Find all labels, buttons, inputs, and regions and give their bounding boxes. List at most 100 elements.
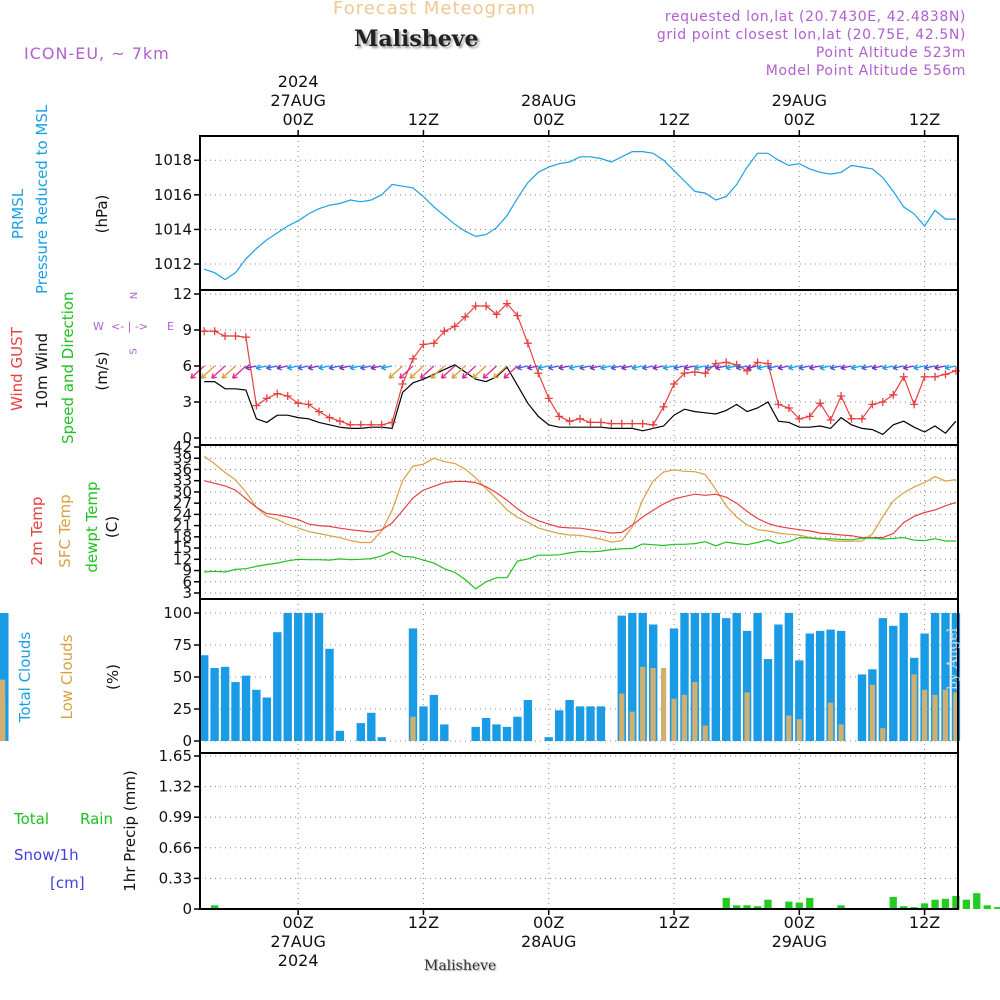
y-tick-label: 1.65 [159, 747, 192, 765]
precip-bar [941, 898, 950, 909]
compass-n: N [129, 291, 141, 300]
top-time-label: 12Z [624, 72, 724, 129]
wind-gust-marker [346, 420, 355, 429]
wind-gust-marker [555, 412, 564, 421]
precip-bar [994, 907, 1000, 909]
wind-direction-arrow [516, 364, 528, 371]
bottom-time-label-line: 12Z [908, 913, 941, 932]
top-time-label: 29AUG 00Z [749, 72, 849, 129]
wind-direction-arrow [725, 364, 737, 371]
wind-gust-marker [325, 413, 334, 422]
bottom-time-label: 12Z [373, 913, 473, 970]
y-tick-label: 18 [173, 528, 192, 546]
wind-gust-marker [241, 333, 250, 342]
total-cloud-bar [200, 655, 209, 741]
sfc-temp-line [203, 455, 956, 544]
total-cloud-bar [325, 648, 334, 741]
low-cloud-bar [911, 674, 917, 741]
precip-bar [900, 906, 908, 909]
y-tick-label: 1014 [154, 220, 192, 238]
wind-direction-arrow [370, 364, 382, 371]
wind-direction-arrow [482, 365, 497, 379]
low-cloud-bar [838, 724, 844, 741]
wind-gust-marker [492, 310, 501, 319]
low-cloud-bar [619, 693, 625, 741]
bottom-time-label-line [875, 951, 975, 970]
wind-direction-arrow [788, 364, 800, 371]
low-cloud-bar [796, 719, 802, 741]
precip-bar [764, 899, 772, 909]
precip-bar [753, 906, 762, 909]
rain-label: Rain [80, 810, 113, 828]
pressure-unit-label: (hPa) [93, 194, 111, 234]
wind-direction-arrow [318, 364, 330, 371]
wind-direction-arrow [579, 364, 591, 371]
total-cloud-bar [544, 737, 553, 741]
y-tick-label: 0.99 [159, 808, 192, 826]
wind-gust-marker [461, 312, 470, 321]
wind-direction-arrow [388, 365, 404, 379]
y-tick-label: 1.32 [159, 778, 192, 796]
wind-direction-arrow [266, 364, 278, 371]
y-tick-label: 0.66 [159, 839, 192, 857]
wind-direction-arrow [568, 364, 581, 371]
top-time-label-line: 28AUG [521, 91, 577, 110]
bottom-time-label-line: 00Z [533, 913, 565, 932]
wind-gust-marker [419, 340, 428, 349]
bottom-time-label-line [624, 932, 724, 951]
total-rain-label: Total [14, 810, 50, 828]
wind-direction-arrow [211, 365, 226, 379]
wind-direction-arrow [349, 364, 361, 371]
wind-direction-arrow [652, 364, 664, 371]
low-cloud-bar [953, 692, 959, 741]
wind-direction-arrow [662, 364, 675, 371]
footer-location: Malisheve [424, 958, 497, 974]
top-time-label-line: 2024 [277, 72, 319, 91]
top-time-label-line: 12Z [407, 110, 440, 129]
total-cloud-bar [367, 712, 376, 741]
total-cloud-bar [690, 613, 700, 741]
total-cloud-bar [930, 613, 940, 741]
wind-direction-arrow [673, 364, 685, 371]
top-time-label-line [875, 72, 975, 91]
wind-direction-arrow [286, 364, 299, 371]
total-cloud-bar [711, 613, 720, 741]
total-cloud-bar [356, 723, 365, 741]
bottom-time-label: 00Z 29AUG [749, 913, 849, 970]
bottom-time-label-line: 12Z [658, 913, 690, 932]
compass-horizontal: <- | -> [111, 320, 149, 333]
wind-direction-arrow [892, 364, 904, 371]
wind-direction-arrow [808, 364, 821, 371]
wind-direction-arrow [902, 364, 915, 371]
total-cloud-bar [680, 613, 689, 741]
bottom-time-label-line: 27AUG [270, 932, 326, 951]
bottom-time-label-line [875, 932, 975, 951]
wind-direction-arrow [767, 364, 779, 371]
wind-gust-marker [596, 418, 605, 427]
wind-direction-arrow [200, 365, 216, 379]
wind-direction-arrow [631, 364, 643, 371]
wind-gust-marker [513, 311, 522, 320]
y-tick-label: 0 [182, 900, 192, 918]
y-tick-label: 30 [173, 483, 192, 501]
y-tick-label: 9 [182, 562, 192, 580]
precip-bar [837, 905, 845, 909]
total-cloud-bar [440, 724, 449, 741]
wind-gust-marker [899, 372, 908, 381]
total-cloud-bar [878, 618, 888, 741]
clouds-unit-label: (%) [104, 664, 122, 690]
total-cloud-bar [763, 659, 773, 741]
y-tick-label: 6 [182, 573, 192, 591]
low-cloud-bar [0, 698, 6, 741]
y-tick-label: 3 [182, 584, 192, 602]
total-cloud-bar [575, 706, 585, 741]
top-time-label-line [373, 91, 473, 110]
precip-bar [973, 893, 981, 909]
top-time-label-line [875, 91, 975, 110]
bottom-time-label-line: 12Z [407, 913, 440, 932]
wind-direction-arrow [245, 364, 257, 371]
wind-direction-arrow [527, 364, 539, 371]
top-time-label: 12Z [373, 72, 473, 129]
wind-gust-marker [931, 372, 940, 381]
wind-gust-marker [722, 358, 731, 367]
